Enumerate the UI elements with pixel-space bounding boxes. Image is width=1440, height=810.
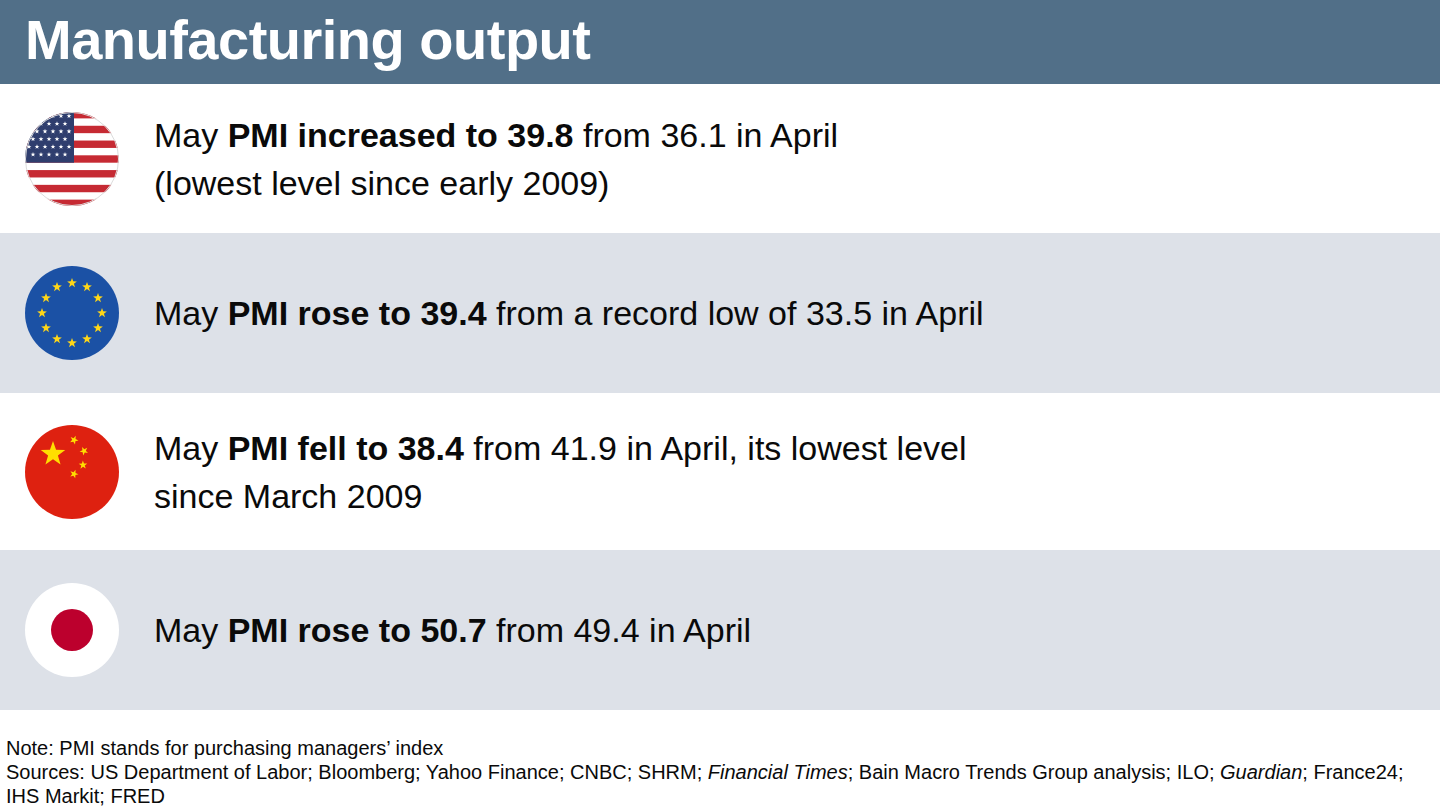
us-flag-icon — [24, 111, 120, 207]
pmi-text-eu-line1: May PMI rose to 39.4 from a record low o… — [154, 289, 984, 337]
pmi-text-us-line1: May PMI increased to 39.8 from 36.1 in A… — [154, 111, 838, 159]
slide-header: Manufacturing output — [0, 0, 1440, 84]
china-flag-icon — [24, 424, 120, 520]
page-title: Manufacturing output — [25, 0, 590, 82]
text-segment: from 49.4 in April — [487, 611, 752, 649]
footer-note: Note: PMI stands for purchasing managers… — [6, 736, 1430, 760]
text-segment: ; Bain Macro Trends Group analysis; ILO; — [848, 761, 1220, 783]
text-segment-bold: PMI rose to 50.7 — [228, 611, 487, 649]
text-segment: May — [154, 611, 228, 649]
text-segment-bold: PMI increased to 39.8 — [228, 116, 574, 154]
pmi-text-japan: May PMI rose to 50.7 from 49.4 in April — [154, 606, 751, 654]
text-segment-bold: PMI fell to 38.4 — [228, 429, 464, 467]
text-segment-italic: Financial Times — [708, 761, 848, 783]
text-segment: May — [154, 116, 228, 154]
pmi-text-eu: May PMI rose to 39.4 from a record low o… — [154, 289, 984, 337]
pmi-text-us-line2: (lowest level since early 2009) — [154, 159, 838, 207]
text-segment: from a record low of 33.5 in April — [487, 294, 984, 332]
text-segment: May — [154, 429, 228, 467]
pmi-row-us: May PMI increased to 39.8 from 36.1 in A… — [0, 84, 1440, 233]
text-segment: Sources: US Department of Labor; Bloombe… — [6, 761, 708, 783]
text-segment: from 41.9 in April, its lowest level — [464, 429, 967, 467]
footer: Note: PMI stands for purchasing managers… — [0, 710, 1440, 808]
pmi-text-china-line1: May PMI fell to 38.4 from 41.9 in April,… — [154, 424, 967, 472]
pmi-text-japan-line1: May PMI rose to 50.7 from 49.4 in April — [154, 606, 751, 654]
japan-flag-icon — [24, 582, 120, 678]
pmi-text-china-line2: since March 2009 — [154, 472, 967, 520]
eu-flag-icon — [24, 265, 120, 361]
text-segment: May — [154, 294, 228, 332]
pmi-row-japan: May PMI rose to 50.7 from 49.4 in April — [0, 550, 1440, 710]
pmi-row-china: May PMI fell to 38.4 from 41.9 in April,… — [0, 393, 1440, 550]
pmi-text-china: May PMI fell to 38.4 from 41.9 in April,… — [154, 424, 967, 520]
text-segment-bold: PMI rose to 39.4 — [228, 294, 487, 332]
pmi-text-us: May PMI increased to 39.8 from 36.1 in A… — [154, 111, 838, 207]
footer-sources: Sources: US Department of Labor; Bloombe… — [6, 760, 1430, 808]
text-segment-italic: Guardian — [1220, 761, 1302, 783]
pmi-row-eu: May PMI rose to 39.4 from a record low o… — [0, 233, 1440, 393]
text-segment: from 36.1 in April — [574, 116, 839, 154]
